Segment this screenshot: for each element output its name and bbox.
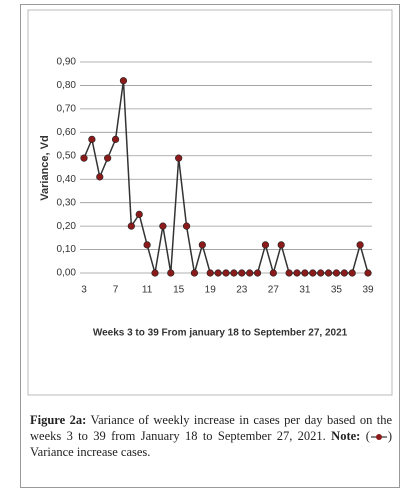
y-tick-label: 0,20 [57,221,77,232]
data-point [182,222,191,230]
data-point [269,269,277,277]
x-tick-label: 27 [268,285,280,296]
x-tick-label: 39 [362,285,374,296]
x-tick-label: 3 [81,285,87,296]
x-tick-label: 35 [331,285,343,296]
data-point [80,154,88,162]
chart-frame [27,9,393,396]
data-point [356,241,364,249]
data-point [246,269,254,277]
data-point [198,241,206,249]
note-open: ( [365,429,370,443]
data-point [285,269,293,277]
data-point [159,222,167,230]
x-tick-label: 11 [142,285,153,296]
data-point [135,210,143,218]
data-point [301,269,309,277]
y-tick-label: 0,40 [57,174,77,185]
data-point [206,269,214,277]
data-point [119,77,128,85]
data-point [151,269,159,277]
data-point [261,241,270,249]
caption-label: Figure 2a: [30,413,87,427]
data-point [332,269,341,277]
x-tick-label: 7 [113,285,119,296]
legend-marker [375,434,382,441]
x-axis-label: Weeks 3 to 39 From january 18 to Septemb… [93,328,348,339]
y-tick-label: 0,10 [57,244,77,255]
data-point [104,154,112,162]
figure-frame [20,4,400,488]
data-point [340,269,348,277]
data-point [96,173,104,181]
data-point [364,269,372,277]
data-point [190,269,199,277]
legend-symbol [370,434,387,441]
data-point [309,269,317,277]
y-tick-label: 0,30 [57,197,77,208]
data-point [214,269,222,277]
y-tick-label: 0,80 [57,80,77,91]
data-point [293,269,301,277]
data-point [175,154,183,162]
x-tick-label: 31 [299,285,311,296]
note-close: ) [387,429,393,443]
caption: Figure 2a: Variance of weekly increase i… [30,412,392,460]
x-tick-label: 19 [205,285,217,296]
data-point [222,269,230,277]
data-point [167,269,175,277]
data-point [127,222,135,230]
data-point [111,135,120,143]
y-tick-label: 0,50 [57,150,77,161]
data-point [253,269,262,277]
data-point [324,269,333,277]
data-point [143,241,151,249]
data-point [317,269,325,277]
data-point [348,269,356,277]
x-tick-label: 23 [236,285,248,296]
y-tick-label: 0,90 [57,57,77,68]
y-tick-label: 0,70 [57,104,77,115]
note-label: Note: [331,429,361,443]
data-point [277,241,285,249]
data-point [88,135,96,143]
y-tick-label: 0,60 [57,127,77,138]
x-tick-label: 15 [173,285,185,296]
y-tick-label: 0,00 [57,268,77,279]
y-axis-label: Variance, Vd [39,135,51,200]
data-point [230,269,238,277]
data-point [238,269,246,277]
caption-text: Variance of weekly increase in cases per… [30,413,392,443]
legend-label: Variance increase cases. [30,445,151,459]
series-line [83,80,369,276]
